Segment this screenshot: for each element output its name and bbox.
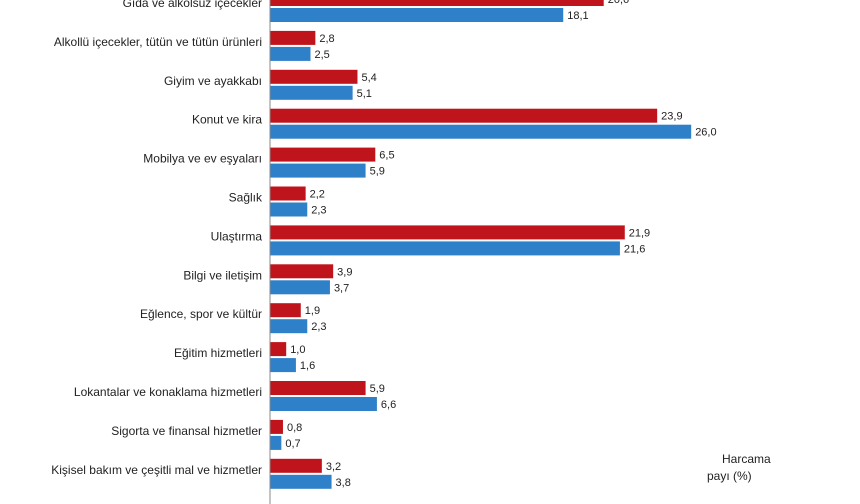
category-label: Giyim ve ayakkabı [164,74,262,88]
bars-layer [270,0,692,489]
data-label: 20,6 [608,0,629,6]
data-label: 3,8 [336,477,351,489]
data-label: 6,5 [379,150,394,162]
data-label: 18,1 [567,10,588,22]
data-label: 1,6 [300,360,315,372]
data-label: 2,8 [319,33,334,45]
category-label: Gıda ve alkolsüz içecekler [123,0,262,10]
bar-series-1 [270,458,322,473]
data-label: 5,9 [370,166,385,178]
category-label: Konut ve kira [192,113,262,127]
data-label: 5,9 [370,383,385,395]
data-label: 0,8 [287,422,302,434]
bar-series-2 [270,46,311,61]
category-label: Mobilya ve ev eşyaları [143,152,262,166]
bar-series-2 [270,319,308,334]
bar-series-2 [270,358,296,373]
category-label: Alkollü içecekler, tütün ve tütün ürünle… [54,35,262,49]
bar-series-2 [270,8,564,22]
bar-series-1 [270,108,658,123]
category-label: Eğitim hizmetleri [174,346,262,360]
category-label: Bilgi ve iletişim [183,268,262,282]
bar-series-2 [270,397,377,411]
data-label: 2,2 [310,189,325,201]
labels-layer: Gıda ve alkolsüz içecekler 20,6 18,1 Alkoll… [51,0,716,489]
bar-series-1 [270,0,604,6]
bar-series-1 [270,381,366,395]
bar-series-2 [270,85,353,100]
category-label: Sigorta ve finansal hizmetler [111,424,262,438]
data-label: 23,9 [661,111,682,123]
bar-series-1 [270,303,301,318]
data-label: 2,5 [315,49,330,61]
bar-series-1 [270,225,625,240]
data-label: 6,6 [381,399,396,411]
data-label: 3,7 [334,282,349,294]
bar-series-1 [270,69,358,84]
data-label: 0,7 [285,438,300,450]
data-label: 3,2 [326,461,341,473]
data-label: 1,0 [290,344,305,356]
bar-series-1 [270,186,306,201]
x-axis-unit-label-line2: payı (%) [707,469,752,483]
x-axis-unit-label-line1: Harcama [722,452,771,466]
data-label: 1,9 [305,305,320,317]
bar-series-2 [270,474,332,489]
bar-series-2 [270,202,308,217]
category-label: Eğlence, spor ve kültür [140,307,262,321]
bar-series-1 [270,419,283,434]
data-label: 2,3 [311,205,326,217]
category-label: Sağlık [229,191,263,205]
data-label: 2,3 [311,321,326,333]
bar-series-2 [270,435,282,450]
bar-series-1 [270,264,334,279]
data-label: 5,4 [361,72,376,84]
data-label: 21,6 [624,243,645,255]
data-label: 3,9 [337,266,352,278]
bar-series-1 [270,342,287,357]
bar-series-1 [270,147,376,162]
data-label: 5,1 [357,88,372,100]
bar-series-1 [270,30,316,45]
bar-series-2 [270,280,330,295]
bar-series-2 [270,241,620,256]
data-label: 26,0 [695,127,716,139]
bar-series-2 [270,124,692,139]
data-label: 21,9 [629,227,650,239]
category-label: Lokantalar ve konaklama hizmetleri [74,385,262,399]
bar-series-2 [270,163,366,178]
category-label: Ulaştırma [211,229,263,243]
category-label: Kişisel bakım ve çeşitli mal ve hizmetle… [51,463,262,477]
